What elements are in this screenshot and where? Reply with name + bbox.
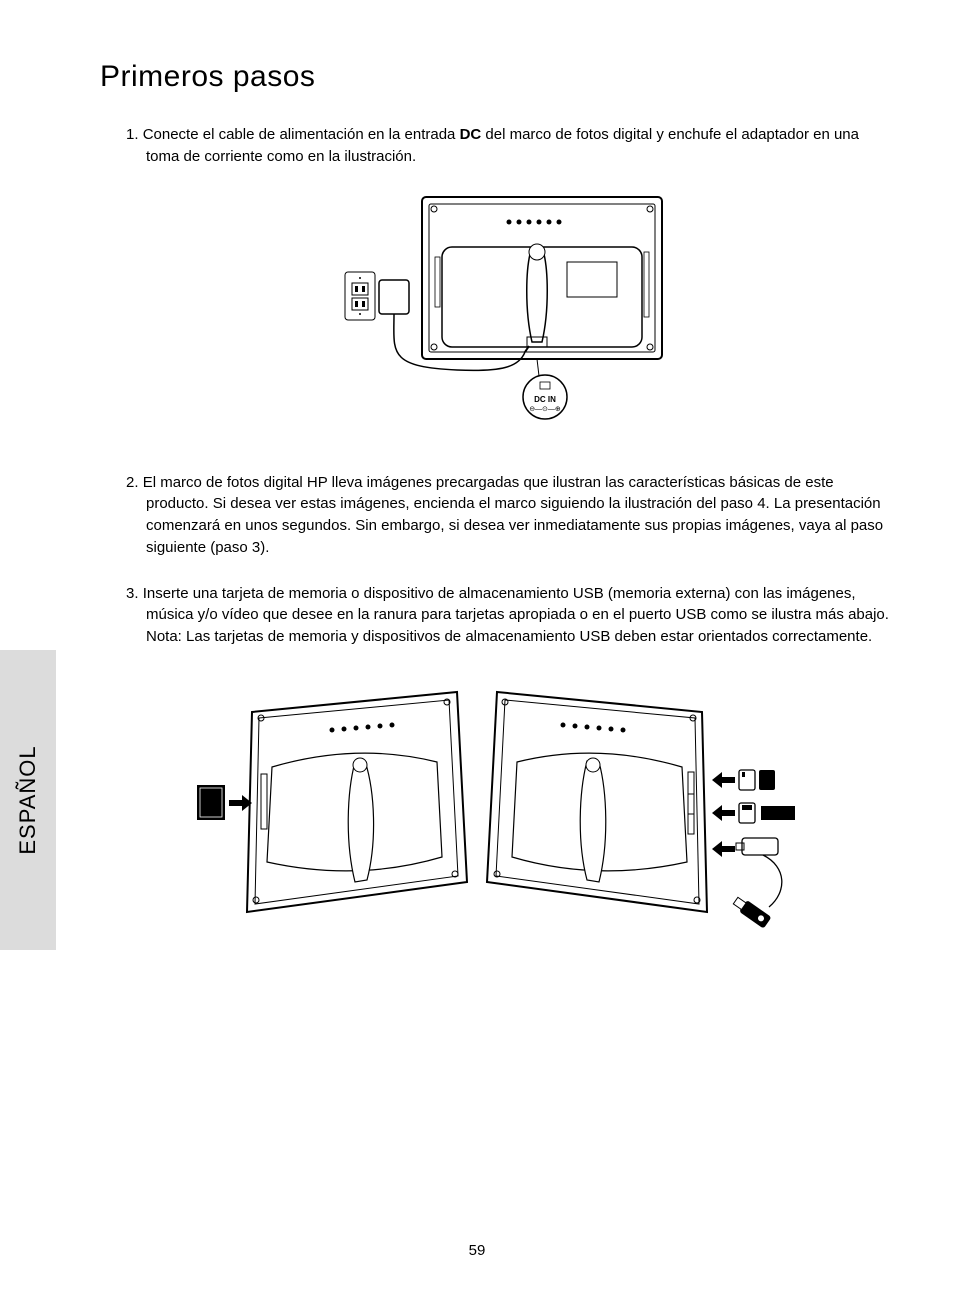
figure-1: DC IN ⊖—⊙—⊕	[100, 192, 894, 442]
step-1: 1. Conecte el cable de alimentación en l…	[100, 124, 894, 168]
step-3-text: Inserte una tarjeta de memoria o disposi…	[143, 585, 889, 646]
step-2-num: 2.	[126, 474, 139, 491]
step-1-num: 1.	[126, 126, 139, 143]
language-label: ESPAÑOL	[15, 745, 41, 854]
language-tab: ESPAÑOL	[0, 650, 56, 950]
step-3: 3. Inserte una tarjeta de memoria o disp…	[100, 583, 894, 648]
svg-text:⊖—⊙—⊕: ⊖—⊙—⊕	[529, 406, 561, 413]
figure-2	[100, 672, 894, 962]
svg-text:DC IN: DC IN	[534, 395, 556, 404]
step-3-num: 3.	[126, 585, 139, 602]
step-1-text-a: Conecte el cable de alimentación en la e…	[143, 126, 460, 143]
step-2: 2. El marco de fotos digital HP lleva im…	[100, 472, 894, 559]
step-2-text: El marco de fotos digital HP lleva imáge…	[143, 474, 883, 556]
page-title: Primeros pasos	[100, 60, 894, 94]
step-1-bold: DC	[460, 126, 482, 143]
page-content: Primeros pasos 1. Conecte el cable de al…	[100, 60, 894, 992]
page-number: 59	[0, 1242, 954, 1259]
power-connection-diagram: DC IN ⊖—⊙—⊕	[327, 192, 667, 442]
memory-card-diagram	[187, 672, 807, 962]
